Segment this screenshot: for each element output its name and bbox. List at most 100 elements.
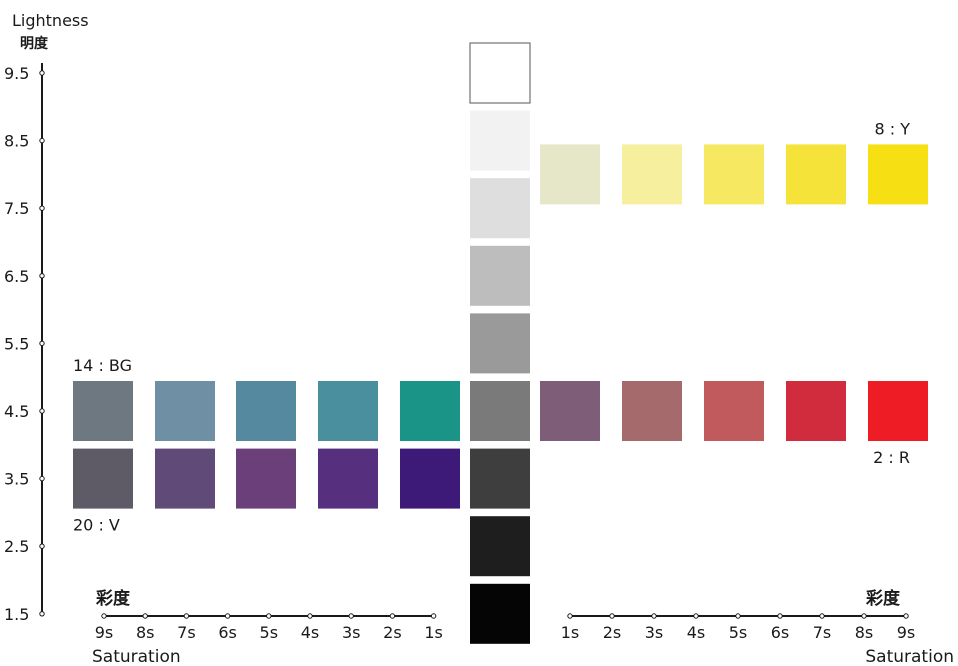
lightness-tick-mark: [39, 205, 45, 211]
saturation-tick-label: 3s: [342, 623, 361, 642]
hue-label: 20 : V: [73, 516, 120, 535]
lightness-tick-label: 1.5: [4, 605, 29, 624]
gray-swatch: [470, 110, 530, 171]
lightness-tick-mark: [39, 273, 45, 279]
lightness-axis: 9.5 8.5 7.5 6.5 5.5 4.5 3.5 2.5 1.5 Lightness 明度: [4, 11, 89, 624]
color-swatch: [318, 381, 378, 441]
gray-swatch: [470, 313, 530, 374]
saturation-axis-left: 9s 8s 7s 6s 5s 4s 3s 2s 1s 彩度 Saturation: [92, 588, 443, 666]
hue-label: 14 : BG: [73, 356, 132, 375]
color-swatch: [73, 448, 133, 509]
color-swatch: [704, 381, 764, 441]
hue-row-violet: 20 : V: [73, 448, 460, 535]
lightness-tick-mark: [39, 340, 45, 347]
saturation-tick-label: 3s: [645, 623, 664, 642]
color-swatch: [400, 448, 460, 509]
gray-swatch: [470, 178, 530, 239]
color-swatch: [622, 381, 682, 441]
saturation-tick-label: 1s: [424, 623, 443, 642]
lightness-tick-mark: [39, 475, 45, 482]
lightness-tick-label: 8.5: [4, 132, 29, 151]
color-swatch: [868, 381, 928, 441]
color-swatch: [540, 144, 600, 205]
hue-rows: 8 : Y 2 : R 14 : BG 20 : V: [73, 119, 928, 535]
saturation-tick-label: 2s: [603, 623, 622, 642]
gray-swatch: [470, 245, 530, 306]
color-swatch: [868, 144, 928, 205]
saturation-title-en: Saturation: [92, 647, 181, 666]
saturation-tick-mark: [266, 613, 272, 619]
lightness-tick-label: 5.5: [4, 334, 29, 353]
saturation-tick-label: 5s: [729, 623, 748, 642]
saturation-tick-label: 7s: [813, 623, 832, 642]
saturation-tick-mark: [903, 613, 909, 619]
color-swatch: [786, 144, 846, 205]
lightness-tick-mark: [39, 408, 45, 414]
hue-label: 8 : Y: [874, 119, 910, 138]
lightness-tick-label: 9.5: [4, 64, 29, 83]
hue-row-red: 2 : R: [540, 381, 928, 467]
saturation-tick-mark: [777, 613, 783, 619]
hue-label: 2 : R: [873, 448, 910, 467]
saturation-tick-mark: [693, 613, 699, 619]
saturation-tick-mark: [307, 613, 313, 619]
saturation-tick-mark: [651, 613, 657, 619]
saturation-tick-mark: [861, 613, 867, 619]
saturation-tick-mark: [389, 613, 396, 619]
gray-swatch: [470, 448, 530, 509]
saturation-tick-mark: [735, 613, 741, 619]
hue-row-blue-green: 14 : BG: [73, 356, 460, 441]
saturation-tick-label: 9s: [897, 623, 916, 642]
saturation-tick-mark: [348, 613, 354, 619]
saturation-tick-mark: [609, 613, 615, 619]
gray-swatch: [469, 42, 531, 104]
saturation-tick-label: 8s: [855, 623, 874, 642]
lightness-tick-label: 6.5: [4, 267, 29, 286]
saturation-tick-mark: [183, 613, 190, 619]
lightness-tick-mark: [39, 611, 45, 617]
saturation-tick-mark: [101, 613, 107, 619]
lightness-tick-label: 3.5: [4, 470, 29, 489]
saturation-title-en: Saturation: [865, 647, 954, 666]
gray-column: [469, 42, 531, 644]
lightness-tick-label: 4.5: [4, 402, 29, 421]
gray-swatch: [470, 516, 530, 577]
saturation-tick-mark: [142, 613, 148, 619]
lightness-tick-mark: [39, 70, 45, 76]
saturation-tick-label: 7s: [177, 623, 196, 642]
lightness-tick-label: 2.5: [4, 537, 29, 556]
color-swatch: [155, 448, 215, 509]
color-swatch: [704, 144, 764, 205]
saturation-tick-label: 5s: [260, 623, 279, 642]
saturation-tick-label: 2s: [383, 623, 402, 642]
saturation-axis-right: 1s 2s 3s 4s 5s 6s 7s 8s 9s 彩度 Saturation: [561, 588, 954, 666]
gray-swatch: [470, 381, 530, 441]
saturation-title-ja: 彩度: [865, 588, 901, 609]
saturation-tick-label: 1s: [561, 623, 580, 642]
color-swatch: [622, 144, 682, 205]
saturation-tick-label: 4s: [687, 623, 706, 642]
lightness-axis-title-ja: 明度: [20, 35, 49, 52]
color-swatch: [73, 381, 133, 441]
saturation-tick-label: 8s: [136, 623, 155, 642]
color-swatch: [786, 381, 846, 441]
hue-row-yellow: 8 : Y: [540, 119, 928, 205]
saturation-tick-mark: [567, 613, 573, 619]
saturation-tick-label: 6s: [771, 623, 790, 642]
saturation-tick-label: 9s: [95, 623, 114, 642]
color-swatch: [236, 381, 296, 441]
lightness-tick-mark: [39, 543, 45, 549]
color-swatch: [155, 381, 215, 441]
saturation-tick-mark: [224, 613, 231, 619]
lightness-tick-label: 7.5: [4, 199, 29, 218]
lightness-axis-title-en: Lightness: [12, 11, 89, 30]
gray-swatch: [470, 583, 530, 644]
saturation-tick-label: 6s: [218, 623, 237, 642]
saturation-tick-mark: [819, 613, 825, 619]
saturation-tick-label: 4s: [301, 623, 320, 642]
color-swatch: [540, 381, 600, 441]
saturation-title-ja: 彩度: [95, 588, 131, 609]
saturation-tick-mark: [430, 613, 437, 619]
color-swatch: [236, 448, 296, 509]
